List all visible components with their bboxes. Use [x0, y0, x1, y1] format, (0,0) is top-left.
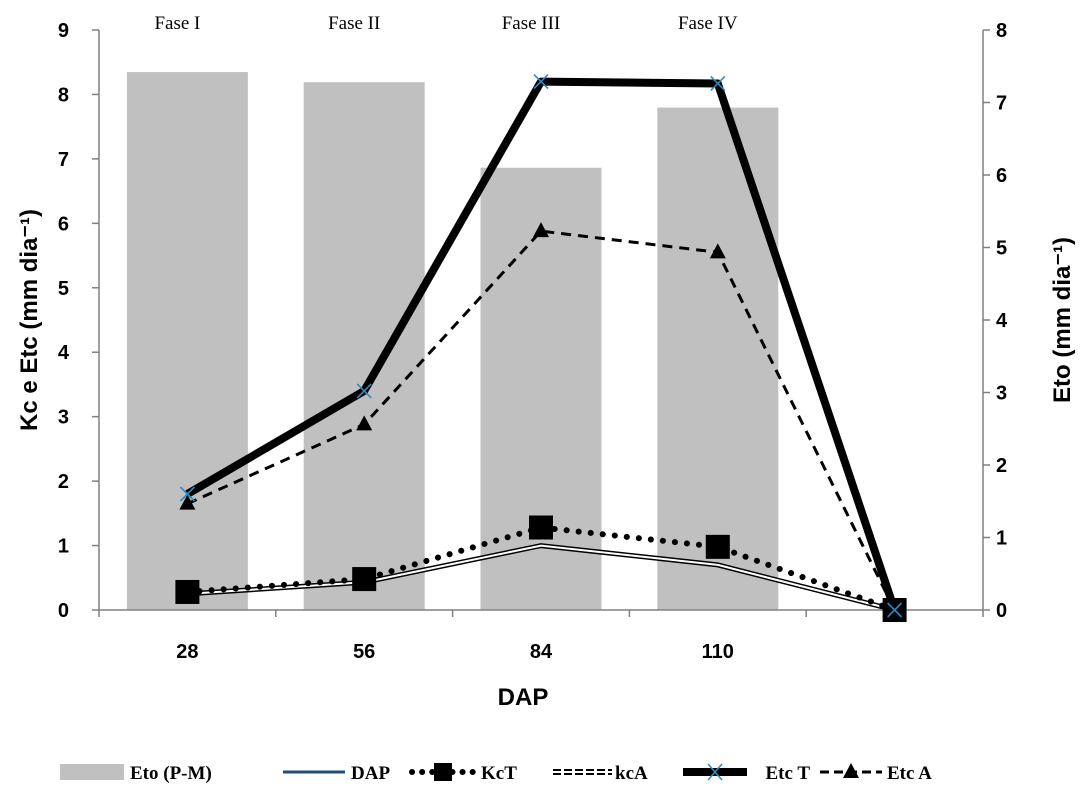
- legend: Eto (P-M) DAP KcT kcA Etc T Etc A: [60, 763, 932, 784]
- eto-bar-110: [657, 107, 779, 610]
- axes-layer: [92, 29, 990, 617]
- x-tick-label: 84: [530, 641, 553, 663]
- right-tick-label: 5: [996, 238, 1007, 260]
- left-tick-label: 3: [58, 407, 69, 429]
- left-tick-label: 2: [58, 471, 69, 493]
- eto-bar-56: [303, 82, 425, 610]
- right-tick-label: 3: [996, 383, 1007, 405]
- etct-point: [179, 486, 195, 502]
- etct-point: [710, 75, 726, 92]
- legend-label-etct: Etc T: [765, 763, 810, 784]
- kca-series-inner: [187, 544, 895, 611]
- legend-label-eto: Eto (P-M): [130, 763, 212, 784]
- right-tick-label: 2: [996, 455, 1007, 477]
- legend-label-kca: kcA: [615, 763, 648, 784]
- legend-marker-etct-b: [707, 763, 723, 781]
- left-tick-label: 1: [58, 536, 69, 558]
- x-tick-label: 56: [353, 641, 375, 663]
- right-tick-label: 1: [996, 528, 1007, 550]
- left-tick-label: 6: [58, 213, 69, 235]
- x-tick-label: 110: [702, 641, 734, 663]
- etct-point: [887, 602, 903, 618]
- kct-point: [705, 534, 730, 559]
- etca-point: [356, 415, 373, 431]
- phase-label: Fase III: [502, 13, 561, 34]
- kct-point: [175, 579, 200, 604]
- left-tick-label: 4: [58, 342, 70, 364]
- bar-layer: [126, 72, 779, 611]
- legend-label-etca: Etc A: [887, 763, 932, 784]
- right-tick-label: 8: [996, 20, 1007, 42]
- etct-point: [533, 73, 549, 90]
- etca-point: [709, 243, 726, 259]
- legend-label-kct: KcT: [481, 763, 517, 784]
- phase-label: Fase I: [154, 13, 200, 34]
- legend-marker-etca: [843, 763, 859, 778]
- etca-point: [533, 222, 549, 238]
- phase-label: Fase II: [328, 13, 380, 34]
- right-tick-label: 6: [996, 165, 1007, 187]
- etct-point: [356, 383, 372, 399]
- legend-label-dap: DAP: [351, 763, 390, 784]
- x-tick-label: 28: [176, 641, 198, 663]
- left-tick-label: 8: [58, 84, 69, 106]
- right-axis-title: Eto (mm dia⁻¹): [1049, 237, 1076, 403]
- left-tick-label: 9: [58, 20, 69, 42]
- left-axis-title: Kc e Etc (mm dia⁻¹): [16, 209, 43, 431]
- series-layer: [175, 73, 907, 622]
- left-tick-label: 5: [58, 278, 69, 300]
- legend-swatch-eto: [60, 764, 124, 780]
- right-tick-label: 7: [996, 93, 1007, 115]
- etca-point: [179, 494, 196, 510]
- kct-point: [529, 515, 553, 540]
- left-tick-label: 7: [58, 149, 69, 171]
- x-axis-title: DAP: [498, 684, 549, 711]
- phase-label: Fase IV: [678, 13, 738, 34]
- legend-marker-kct: [434, 763, 452, 781]
- right-tick-label: 4: [996, 310, 1008, 332]
- kct-point: [352, 567, 377, 592]
- right-tick-label: 0: [996, 600, 1007, 622]
- left-tick-label: 0: [58, 600, 69, 622]
- etca-series-line: [186, 229, 896, 611]
- eto-bar-28: [126, 72, 248, 611]
